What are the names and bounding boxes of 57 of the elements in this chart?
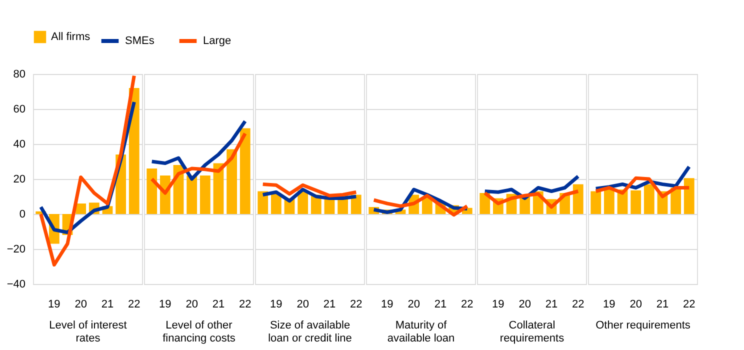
x-tick-label: 22 [239, 298, 252, 310]
x-tick-label: 21 [656, 298, 669, 310]
bar [350, 194, 362, 214]
x-tick-label: 20 [518, 298, 531, 310]
bar [240, 128, 250, 214]
x-axis-title: Level of other financing costs [162, 320, 236, 344]
x-tick-label: 21 [323, 298, 336, 310]
x-tick-label: 19 [492, 298, 504, 310]
x-tick-label: 19 [48, 298, 60, 310]
legend-label: SMEs [125, 35, 155, 47]
bar [226, 149, 238, 214]
x-axis-title: Collateral requirements [500, 320, 565, 344]
bar [604, 188, 614, 214]
x-axis-title: Other requirements [596, 320, 691, 332]
x-tick-label: 19 [270, 298, 282, 310]
bar [200, 176, 210, 214]
x-tick-label: 21 [545, 298, 558, 310]
bar [258, 191, 268, 214]
x-tick-label: 20 [630, 298, 642, 310]
x-tick-label: 21 [101, 298, 114, 310]
x-axis-title: Maturity of available loan [387, 320, 455, 344]
x-tick-label: 22 [461, 298, 474, 310]
y-tick-label: 0 [19, 208, 26, 220]
x-tick-label: 22 [683, 298, 696, 310]
y-tick-label: −40 [6, 278, 26, 290]
x-tick-label: 19 [603, 298, 616, 310]
bar [590, 191, 602, 214]
x-tick-label: 22 [128, 298, 140, 310]
x-axis-title: Level of interest rates [49, 320, 127, 344]
legend-label: Large [203, 35, 232, 47]
y-tick-label: 80 [13, 68, 26, 80]
y-tick-label: 20 [13, 174, 26, 186]
x-tick-label: 20 [408, 298, 420, 310]
y-tick-label: 60 [13, 104, 26, 116]
bar [480, 193, 490, 214]
x-tick-label: 19 [159, 298, 172, 310]
x-axis-title: Size of available loan or credit line [268, 320, 352, 344]
bar [76, 204, 86, 214]
x-tick-label: 19 [381, 298, 394, 310]
x-tick-label: 20 [186, 298, 198, 310]
x-tick-label: 20 [296, 298, 309, 310]
x-tick-label: 21 [212, 298, 225, 310]
bar [186, 176, 198, 214]
x-tick-label: 21 [434, 298, 447, 310]
line-series [39, 74, 136, 266]
bar [630, 190, 642, 214]
bar [270, 194, 282, 214]
x-tick-label: 22 [572, 298, 584, 310]
bar [146, 168, 158, 214]
legend-label: All firms [51, 31, 91, 43]
y-tick-label: 40 [13, 138, 26, 150]
x-tick-label: 22 [350, 298, 362, 310]
bar [684, 178, 694, 214]
bar [644, 184, 654, 214]
y-tick-label: −20 [6, 244, 26, 256]
bar [572, 184, 584, 214]
x-tick-label: 20 [74, 298, 87, 310]
